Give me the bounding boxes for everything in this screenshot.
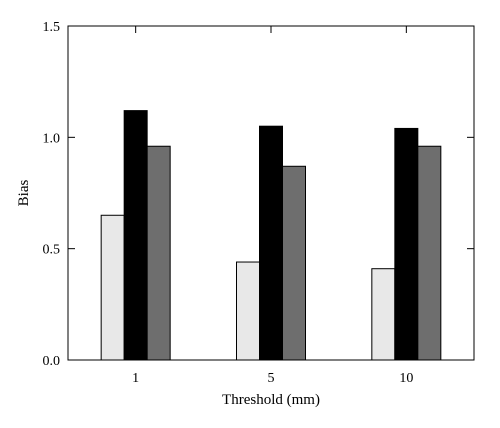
bar-cat-1-series-3 (146, 145, 171, 361)
bar-cat-10-series-3 (417, 145, 442, 361)
y-tick-label-0: 0.0 (43, 354, 61, 369)
bar-cat-5-series-3 (282, 165, 306, 361)
bar-cat-5-series-2 (259, 125, 283, 361)
bar-cat-5-series-1 (236, 261, 260, 361)
ticks-layer: 1 5 10 0.0 0.5 1.0 1.5 (43, 20, 474, 386)
y-tick-label-2: 1.0 (43, 131, 61, 146)
x-tick-label-10: 10 (399, 371, 413, 386)
bar-cat-10-series-2 (394, 127, 419, 361)
x-tick-label-5: 5 (268, 371, 275, 386)
bars-layer (100, 110, 442, 361)
y-axis-title: Bias (16, 180, 32, 207)
bar-cat-10-series-1 (371, 268, 396, 361)
bar-cat-1-series-1 (100, 214, 125, 361)
x-axis-title: Threshold (mm) (222, 392, 320, 408)
y-tick-label-1: 0.5 (43, 243, 61, 258)
y-tick-label-3: 1.5 (43, 20, 61, 35)
bar-cat-1-series-2 (123, 110, 148, 361)
x-tick-label-1: 1 (132, 371, 139, 386)
